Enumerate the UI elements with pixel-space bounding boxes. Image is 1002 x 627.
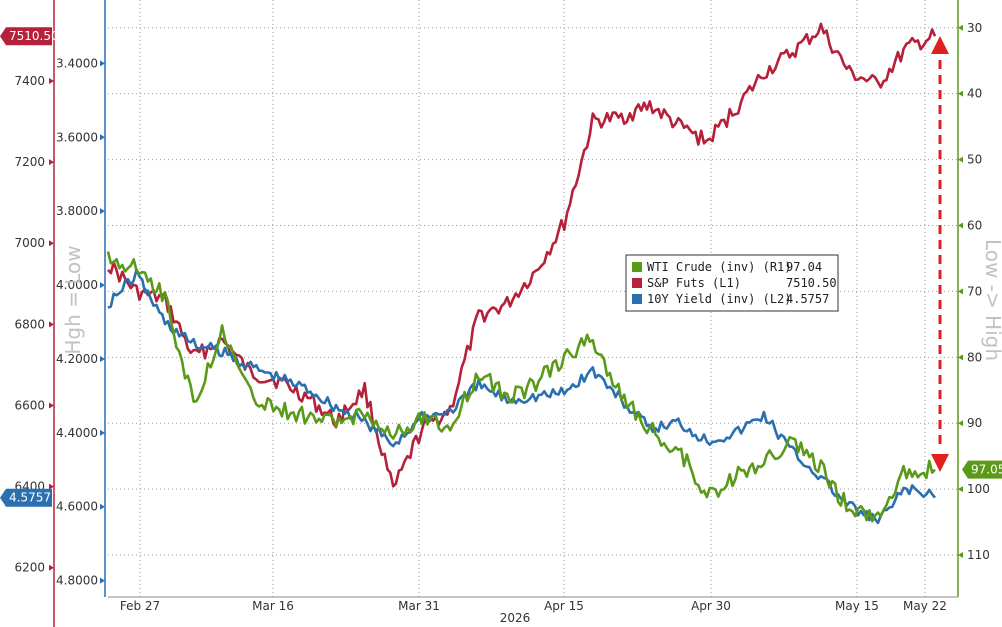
l1-tick-mark xyxy=(49,321,54,328)
r1-tick-label: 70 xyxy=(967,284,982,298)
r1-tick-label: 90 xyxy=(967,416,982,430)
chart-annotations: 7510.50 4.5757 97.05 xyxy=(0,27,1002,507)
wti-last-badge: 97.05 xyxy=(962,460,1002,479)
l1-tick-mark xyxy=(49,78,54,85)
l1-tick-label: 7000 xyxy=(14,236,45,250)
l1-tick-label: 7200 xyxy=(14,155,45,169)
l2-tick-label: 3.6000 xyxy=(56,130,98,144)
legend-box xyxy=(625,254,839,312)
r1-tick-mark xyxy=(958,420,963,427)
x-tick-label: Mar 31 xyxy=(398,599,440,613)
yield-last-badge-text: 4.5757 xyxy=(9,491,51,505)
l2-tick-mark xyxy=(100,208,105,215)
l1-tick-mark xyxy=(49,564,54,571)
r1-tick-mark xyxy=(958,156,963,163)
l2-tick-mark xyxy=(100,355,105,362)
l2-tick-mark xyxy=(100,577,105,584)
right-axis-label: Low -> High xyxy=(981,239,1002,361)
r1-tick-mark xyxy=(958,486,963,493)
x-tick-label: Apr 15 xyxy=(544,599,584,613)
r1-tick-label: 40 xyxy=(967,87,982,101)
l1-tick-mark xyxy=(49,483,54,490)
chart-axes: 62006400660068007000720074003.40003.6000… xyxy=(14,0,990,627)
legend-label: WTI Crude (inv) (R1) xyxy=(647,260,792,274)
l1-tick-mark xyxy=(49,159,54,166)
l1-tick-label: 6800 xyxy=(14,317,45,331)
r1-tick-label: 30 xyxy=(967,21,982,35)
r1-tick-label: 110 xyxy=(967,548,990,562)
x-tick-label: Feb 27 xyxy=(120,599,160,613)
r1-tick-mark xyxy=(958,552,963,559)
l2-tick-label: 4.2000 xyxy=(56,352,98,366)
legend-swatch xyxy=(632,262,642,272)
x-tick-label: Mar 16 xyxy=(252,599,294,613)
r1-tick-label: 60 xyxy=(967,219,982,233)
r1-tick-label: 100 xyxy=(967,482,990,496)
l1-tick-mark xyxy=(49,240,54,247)
legend-value: 97.04 xyxy=(786,260,822,274)
l1-tick-label: 6600 xyxy=(14,398,45,412)
l1-tick-label: 7400 xyxy=(14,74,45,88)
annotation-arrow-down xyxy=(931,454,949,472)
l2-tick-label: 4.6000 xyxy=(56,500,98,514)
l2-tick-label: 4.4000 xyxy=(56,426,98,440)
r1-tick-label: 80 xyxy=(967,350,982,364)
legend-label: 10Y Yield (inv) (L2) xyxy=(647,292,792,306)
l2-tick-label: 3.8000 xyxy=(56,204,98,218)
r1-tick-mark xyxy=(958,24,963,31)
x-year-label: 2026 xyxy=(500,611,531,625)
l1-tick-mark xyxy=(49,402,54,409)
series-line xyxy=(107,268,937,525)
series-line xyxy=(106,251,936,523)
wti-last-badge-text: 97.05 xyxy=(971,463,1002,477)
l2-tick-label: 3.4000 xyxy=(56,56,98,70)
r1-tick-mark xyxy=(958,354,963,361)
r1-tick-label: 50 xyxy=(967,153,982,167)
chart-legend: WTI Crude (inv) (R1)97.04 S&P Futs (L1) 75… xyxy=(625,254,839,312)
l2-tick-label: 4.8000 xyxy=(56,574,98,588)
annotation-arrow-up xyxy=(931,36,949,54)
chart-series xyxy=(106,22,937,525)
l2-tick-mark xyxy=(100,429,105,436)
sp-last-badge-text: 7510.50 xyxy=(9,29,59,43)
l2-tick-mark xyxy=(100,503,105,510)
r1-tick-mark xyxy=(958,90,963,97)
yield-last-badge: 4.5757 xyxy=(0,488,52,507)
l2-tick-mark xyxy=(100,60,105,67)
legend-swatch xyxy=(632,278,642,288)
l2-tick-label: 4.0000 xyxy=(56,278,98,292)
x-tick-label: Apr 30 xyxy=(691,599,731,613)
x-tick-label: May 22 xyxy=(903,599,947,613)
legend-value: 4.5757 xyxy=(786,292,829,306)
x-tick-label: May 15 xyxy=(835,599,879,613)
r1-tick-mark xyxy=(958,288,963,295)
legend-value: 7510.50 xyxy=(786,276,837,290)
legend-swatch xyxy=(632,294,642,304)
sp-last-badge: 7510.50 xyxy=(0,27,59,46)
l2-tick-mark xyxy=(100,134,105,141)
r1-tick-mark xyxy=(958,222,963,229)
left-axis-label: Hgh = Low xyxy=(61,245,85,354)
l2-tick-mark xyxy=(100,282,105,289)
legend-label: S&P Futs (L1) xyxy=(647,276,741,290)
l1-tick-label: 6200 xyxy=(14,561,45,575)
